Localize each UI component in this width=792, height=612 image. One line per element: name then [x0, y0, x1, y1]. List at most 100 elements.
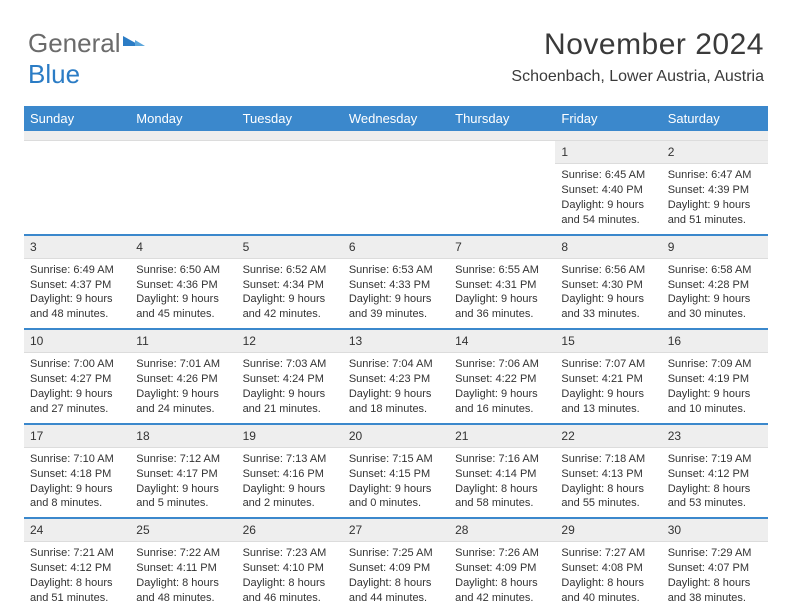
- day-body: Sunrise: 7:12 AMSunset: 4:17 PMDaylight:…: [130, 448, 236, 517]
- sunset-text: Sunset: 4:13 PM: [561, 467, 655, 482]
- daylight-text: Daylight: 8 hours and 48 minutes.: [136, 576, 230, 606]
- sunset-text: Sunset: 4:37 PM: [30, 278, 124, 293]
- sunset-text: Sunset: 4:07 PM: [668, 561, 762, 576]
- page-title-block: November 2024 Schoenbach, Lower Austria,…: [511, 28, 764, 86]
- day-number: 18: [130, 425, 236, 448]
- day-number: 10: [24, 330, 130, 353]
- day-number: 13: [343, 330, 449, 353]
- sunset-text: Sunset: 4:21 PM: [561, 372, 655, 387]
- daylight-text: Daylight: 8 hours and 42 minutes.: [455, 576, 549, 606]
- day-number: 9: [662, 236, 768, 259]
- sunset-text: Sunset: 4:34 PM: [243, 278, 337, 293]
- sunrise-text: Sunrise: 7:07 AM: [561, 357, 655, 372]
- day-number: 11: [130, 330, 236, 353]
- sunrise-text: Sunrise: 7:12 AM: [136, 452, 230, 467]
- day-cell: 26Sunrise: 7:23 AMSunset: 4:10 PMDayligh…: [237, 519, 343, 612]
- daylight-text: Daylight: 9 hours and 24 minutes.: [136, 387, 230, 417]
- daylight-text: Daylight: 9 hours and 8 minutes.: [30, 482, 124, 512]
- calendar-grid: SundayMondayTuesdayWednesdayThursdayFrid…: [24, 106, 768, 612]
- sunset-text: Sunset: 4:30 PM: [561, 278, 655, 293]
- day-body: Sunrise: 7:06 AMSunset: 4:22 PMDaylight:…: [449, 353, 555, 422]
- day-cell: 23Sunrise: 7:19 AMSunset: 4:12 PMDayligh…: [662, 425, 768, 518]
- day-cell: 9Sunrise: 6:58 AMSunset: 4:28 PMDaylight…: [662, 236, 768, 329]
- day-body: Sunrise: 7:07 AMSunset: 4:21 PMDaylight:…: [555, 353, 661, 422]
- sunset-text: Sunset: 4:22 PM: [455, 372, 549, 387]
- day-cell: 20Sunrise: 7:15 AMSunset: 4:15 PMDayligh…: [343, 425, 449, 518]
- day-body: Sunrise: 7:25 AMSunset: 4:09 PMDaylight:…: [343, 542, 449, 611]
- sunrise-text: Sunrise: 6:55 AM: [455, 263, 549, 278]
- day-number: 30: [662, 519, 768, 542]
- sunrise-text: Sunrise: 7:16 AM: [455, 452, 549, 467]
- sunrise-text: Sunrise: 6:49 AM: [30, 263, 124, 278]
- day-number: 20: [343, 425, 449, 448]
- daylight-text: Daylight: 9 hours and 2 minutes.: [243, 482, 337, 512]
- day-body: Sunrise: 7:21 AMSunset: 4:12 PMDaylight:…: [24, 542, 130, 611]
- day-body: Sunrise: 7:19 AMSunset: 4:12 PMDaylight:…: [662, 448, 768, 517]
- day-body: Sunrise: 7:27 AMSunset: 4:08 PMDaylight:…: [555, 542, 661, 611]
- sunrise-text: Sunrise: 7:00 AM: [30, 357, 124, 372]
- day-cell: 13Sunrise: 7:04 AMSunset: 4:23 PMDayligh…: [343, 330, 449, 423]
- day-body: Sunrise: 7:22 AMSunset: 4:11 PMDaylight:…: [130, 542, 236, 611]
- sunset-text: Sunset: 4:08 PM: [561, 561, 655, 576]
- day-number: 3: [24, 236, 130, 259]
- day-number: 17: [24, 425, 130, 448]
- day-cell: 15Sunrise: 7:07 AMSunset: 4:21 PMDayligh…: [555, 330, 661, 423]
- day-number: 29: [555, 519, 661, 542]
- day-cell: 5Sunrise: 6:52 AMSunset: 4:34 PMDaylight…: [237, 236, 343, 329]
- sunset-text: Sunset: 4:16 PM: [243, 467, 337, 482]
- daylight-text: Daylight: 8 hours and 55 minutes.: [561, 482, 655, 512]
- daylight-text: Daylight: 8 hours and 51 minutes.: [30, 576, 124, 606]
- week-row: 17Sunrise: 7:10 AMSunset: 4:18 PMDayligh…: [24, 423, 768, 518]
- daylight-text: Daylight: 9 hours and 51 minutes.: [668, 198, 762, 228]
- day-number: 23: [662, 425, 768, 448]
- day-cell: 6Sunrise: 6:53 AMSunset: 4:33 PMDaylight…: [343, 236, 449, 329]
- sunset-text: Sunset: 4:39 PM: [668, 183, 762, 198]
- day-number: 14: [449, 330, 555, 353]
- sunrise-text: Sunrise: 7:19 AM: [668, 452, 762, 467]
- day-number: 2: [662, 141, 768, 164]
- day-body: Sunrise: 6:56 AMSunset: 4:30 PMDaylight:…: [555, 259, 661, 328]
- daylight-text: Daylight: 9 hours and 13 minutes.: [561, 387, 655, 417]
- day-cell: 11Sunrise: 7:01 AMSunset: 4:26 PMDayligh…: [130, 330, 236, 423]
- sunrise-text: Sunrise: 7:10 AM: [30, 452, 124, 467]
- day-cell: 28Sunrise: 7:26 AMSunset: 4:09 PMDayligh…: [449, 519, 555, 612]
- daylight-text: Daylight: 9 hours and 42 minutes.: [243, 292, 337, 322]
- day-cell: 30Sunrise: 7:29 AMSunset: 4:07 PMDayligh…: [662, 519, 768, 612]
- sunrise-text: Sunrise: 6:56 AM: [561, 263, 655, 278]
- day-number: 6: [343, 236, 449, 259]
- day-body: Sunrise: 7:04 AMSunset: 4:23 PMDaylight:…: [343, 353, 449, 422]
- day-body: Sunrise: 7:03 AMSunset: 4:24 PMDaylight:…: [237, 353, 343, 422]
- daylight-text: Daylight: 8 hours and 40 minutes.: [561, 576, 655, 606]
- sunrise-text: Sunrise: 7:18 AM: [561, 452, 655, 467]
- week-row: 1Sunrise: 6:45 AMSunset: 4:40 PMDaylight…: [24, 141, 768, 234]
- day-body: Sunrise: 7:13 AMSunset: 4:16 PMDaylight:…: [237, 448, 343, 517]
- weekday-header-cell: Wednesday: [343, 106, 449, 131]
- day-number: 12: [237, 330, 343, 353]
- sunset-text: Sunset: 4:15 PM: [349, 467, 443, 482]
- sunrise-text: Sunrise: 6:45 AM: [561, 168, 655, 183]
- sunrise-text: Sunrise: 7:04 AM: [349, 357, 443, 372]
- day-number: 26: [237, 519, 343, 542]
- day-cell: 14Sunrise: 7:06 AMSunset: 4:22 PMDayligh…: [449, 330, 555, 423]
- sunrise-text: Sunrise: 7:06 AM: [455, 357, 549, 372]
- day-cell: 1Sunrise: 6:45 AMSunset: 4:40 PMDaylight…: [555, 141, 661, 234]
- day-body: Sunrise: 7:09 AMSunset: 4:19 PMDaylight:…: [662, 353, 768, 422]
- day-cell: [237, 141, 343, 234]
- day-cell: [130, 141, 236, 234]
- daylight-text: Daylight: 8 hours and 46 minutes.: [243, 576, 337, 606]
- weekday-header-row: SundayMondayTuesdayWednesdayThursdayFrid…: [24, 106, 768, 131]
- daylight-text: Daylight: 8 hours and 58 minutes.: [455, 482, 549, 512]
- day-cell: 8Sunrise: 6:56 AMSunset: 4:30 PMDaylight…: [555, 236, 661, 329]
- daylight-text: Daylight: 8 hours and 53 minutes.: [668, 482, 762, 512]
- day-body: Sunrise: 6:47 AMSunset: 4:39 PMDaylight:…: [662, 164, 768, 233]
- day-cell: 2Sunrise: 6:47 AMSunset: 4:39 PMDaylight…: [662, 141, 768, 234]
- day-number: 22: [555, 425, 661, 448]
- daylight-text: Daylight: 9 hours and 21 minutes.: [243, 387, 337, 417]
- sunrise-text: Sunrise: 6:50 AM: [136, 263, 230, 278]
- day-body: Sunrise: 6:45 AMSunset: 4:40 PMDaylight:…: [555, 164, 661, 233]
- weekday-header-cell: Thursday: [449, 106, 555, 131]
- daylight-text: Daylight: 9 hours and 30 minutes.: [668, 292, 762, 322]
- day-cell: [24, 141, 130, 234]
- day-body: Sunrise: 7:15 AMSunset: 4:15 PMDaylight:…: [343, 448, 449, 517]
- day-body: Sunrise: 6:49 AMSunset: 4:37 PMDaylight:…: [24, 259, 130, 328]
